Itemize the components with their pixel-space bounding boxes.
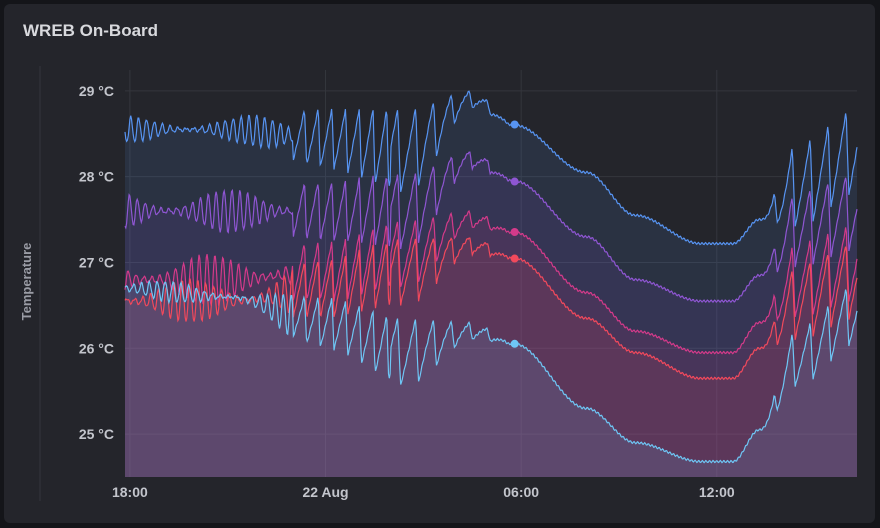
y-tick-label: 28 °C [79,169,114,185]
series-area [125,238,857,477]
series-line [124,279,858,464]
y-axis-label: Temperature [19,243,34,321]
series-point-marker [510,227,519,236]
y-tick-label: 25 °C [79,426,114,442]
series-area [125,211,857,477]
series-line [124,237,858,381]
series-area [125,281,857,477]
y-tick-label: 26 °C [79,340,114,356]
series-point-marker [510,120,519,129]
series-point-marker [510,339,519,348]
y-tick-label: 29 °C [79,83,114,99]
chart-panel: WREB On-Board 25 °C 26 °C 27 °C 28 °C 29 °C 1… [4,4,875,523]
x-tick-label: 12:00 [699,484,735,500]
series-area [125,91,857,477]
series-line [124,151,858,303]
x-tick-label: 22 Aug [302,484,348,500]
temperature-chart[interactable]: 25 °C 26 °C 27 °C 28 °C 29 °C 18:00 22 Aug 06:0… [4,4,875,523]
series-line [124,90,858,246]
series-line [124,209,858,355]
x-tick-label: 06:00 [503,484,539,500]
panel-title[interactable]: WREB On-Board [23,21,159,40]
series-point-marker [510,254,519,263]
x-tick-label: 18:00 [112,484,148,500]
y-tick-label: 27 °C [79,254,114,270]
series-point-marker [510,177,519,186]
